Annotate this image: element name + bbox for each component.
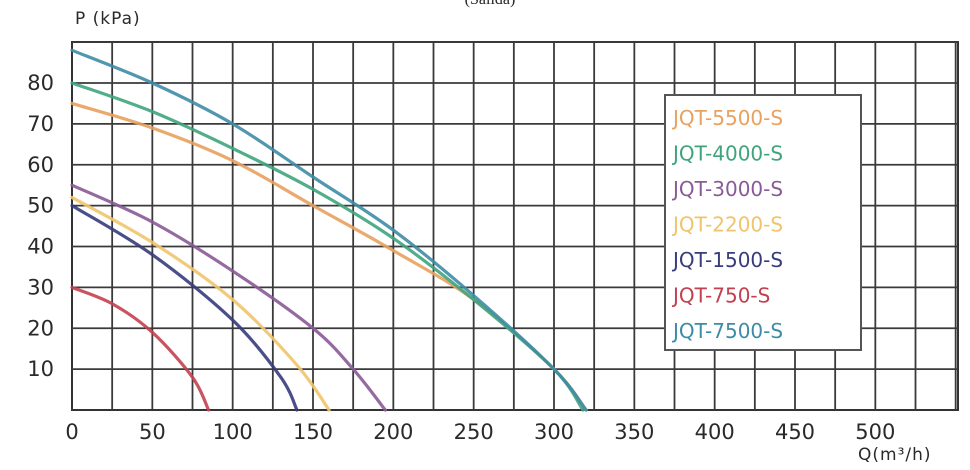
x-tick-label: 400	[695, 420, 735, 444]
legend-entry: JQT-3000-S	[671, 177, 783, 201]
x-tick-label: 250	[454, 420, 494, 444]
series-line-jqt-750-s	[70, 285, 211, 412]
x-tick-labels: 0 50 100 150 200 250 300 350 400 450 500	[65, 420, 895, 444]
x-tick-label: 300	[534, 420, 574, 444]
legend-entry: JQT-4000-S	[671, 142, 783, 166]
legend-entry: JQT-5500-S	[671, 106, 783, 130]
series-line-jqt-1500-s	[70, 204, 299, 412]
legend-entry: JQT-1500-S	[671, 248, 783, 272]
y-tick-label: 20	[27, 316, 54, 340]
x-axis-label: Q(m³/h)	[858, 445, 932, 465]
y-tick-labels: 10 20 30 40 50 60 70 80	[27, 71, 54, 381]
legend-box	[664, 94, 862, 351]
y-axis-label: P (kPa)	[75, 9, 141, 29]
series-line-jqt-2200-s	[70, 195, 331, 412]
y-tick-label: 80	[27, 71, 54, 95]
x-tick-label: 450	[775, 420, 815, 444]
x-tick-label: 500	[855, 420, 895, 444]
x-tick-label: 0	[65, 420, 78, 444]
x-tick-label: 100	[213, 420, 253, 444]
y-tick-label: 10	[27, 357, 54, 381]
legend: JQT-5500-S JQT-4000-S JQT-3000-S JQT-2200-S…	[664, 94, 862, 351]
x-tick-label: 200	[373, 420, 413, 444]
x-tick-label: 350	[614, 420, 654, 444]
series-line-jqt-3000-s	[70, 183, 387, 412]
legend-entry: JQT-2200-S	[671, 213, 783, 237]
series-line-jqt-7500-s	[70, 48, 588, 412]
y-tick-label: 40	[27, 235, 54, 259]
legend-entry: JQT-7500-S	[671, 319, 783, 343]
y-tick-label: 60	[27, 153, 54, 177]
series-lines	[70, 48, 588, 412]
legend-entry: JQT-750-S	[671, 284, 770, 308]
y-tick-label: 30	[27, 275, 54, 299]
y-tick-label: 70	[27, 112, 54, 136]
chart-title: (Salida)	[465, 0, 516, 8]
y-tick-label: 50	[27, 194, 54, 218]
x-tick-label: 50	[139, 420, 166, 444]
x-tick-label: 150	[293, 420, 333, 444]
